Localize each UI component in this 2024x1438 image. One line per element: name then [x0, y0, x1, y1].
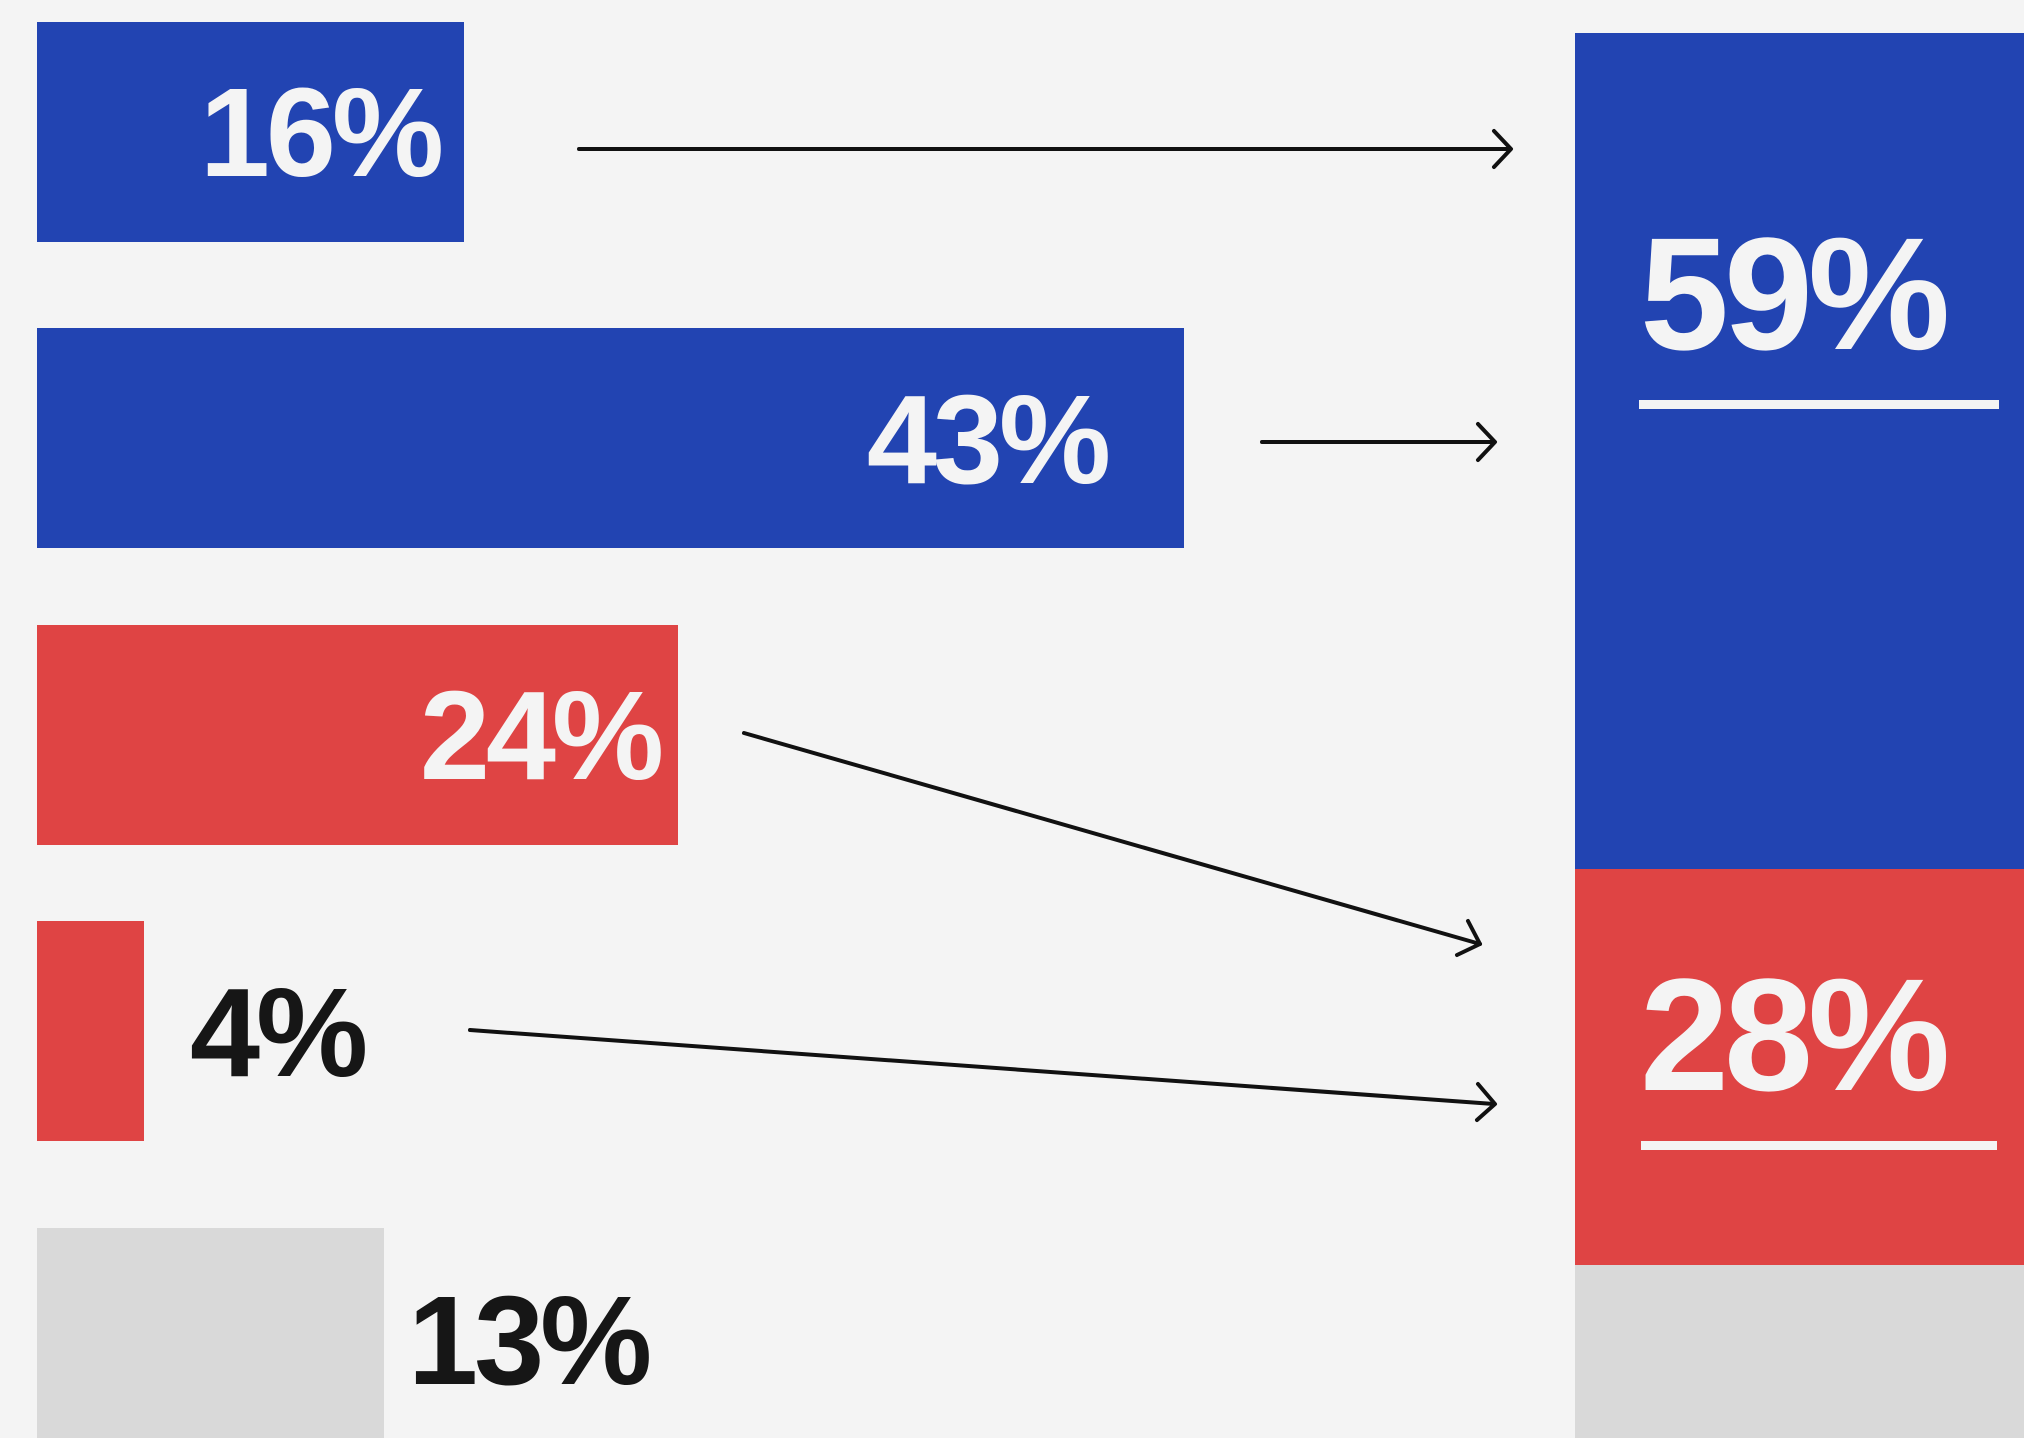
bar-16	[37, 22, 464, 242]
bar-label-13: 13%	[408, 1270, 652, 1411]
bar-4	[37, 921, 144, 1141]
stack-segment-59	[1575, 33, 2024, 869]
arrow-43-to-59	[1260, 422, 1497, 462]
stack-segment-28	[1575, 869, 2024, 1265]
arrow-24-to-28	[742, 731, 1482, 957]
bar-label-24: 24%	[419, 665, 664, 806]
underline-28	[1641, 1141, 1997, 1150]
bar-label-16: 16%	[199, 62, 444, 203]
bar-43	[37, 328, 1184, 548]
bar-13	[37, 1228, 384, 1438]
bar-label-4: 4%	[190, 962, 368, 1103]
bar-24	[37, 625, 678, 845]
arrow-4-to-28	[468, 1028, 1497, 1122]
bar-label-43: 43%	[866, 369, 1111, 510]
arrow-16-to-59	[577, 129, 1513, 169]
stack-label-28: 28%	[1640, 945, 1950, 1124]
stack-segment-13	[1575, 1265, 2024, 1438]
underline-59	[1639, 400, 1999, 409]
stack-label-59: 59%	[1640, 204, 1950, 383]
